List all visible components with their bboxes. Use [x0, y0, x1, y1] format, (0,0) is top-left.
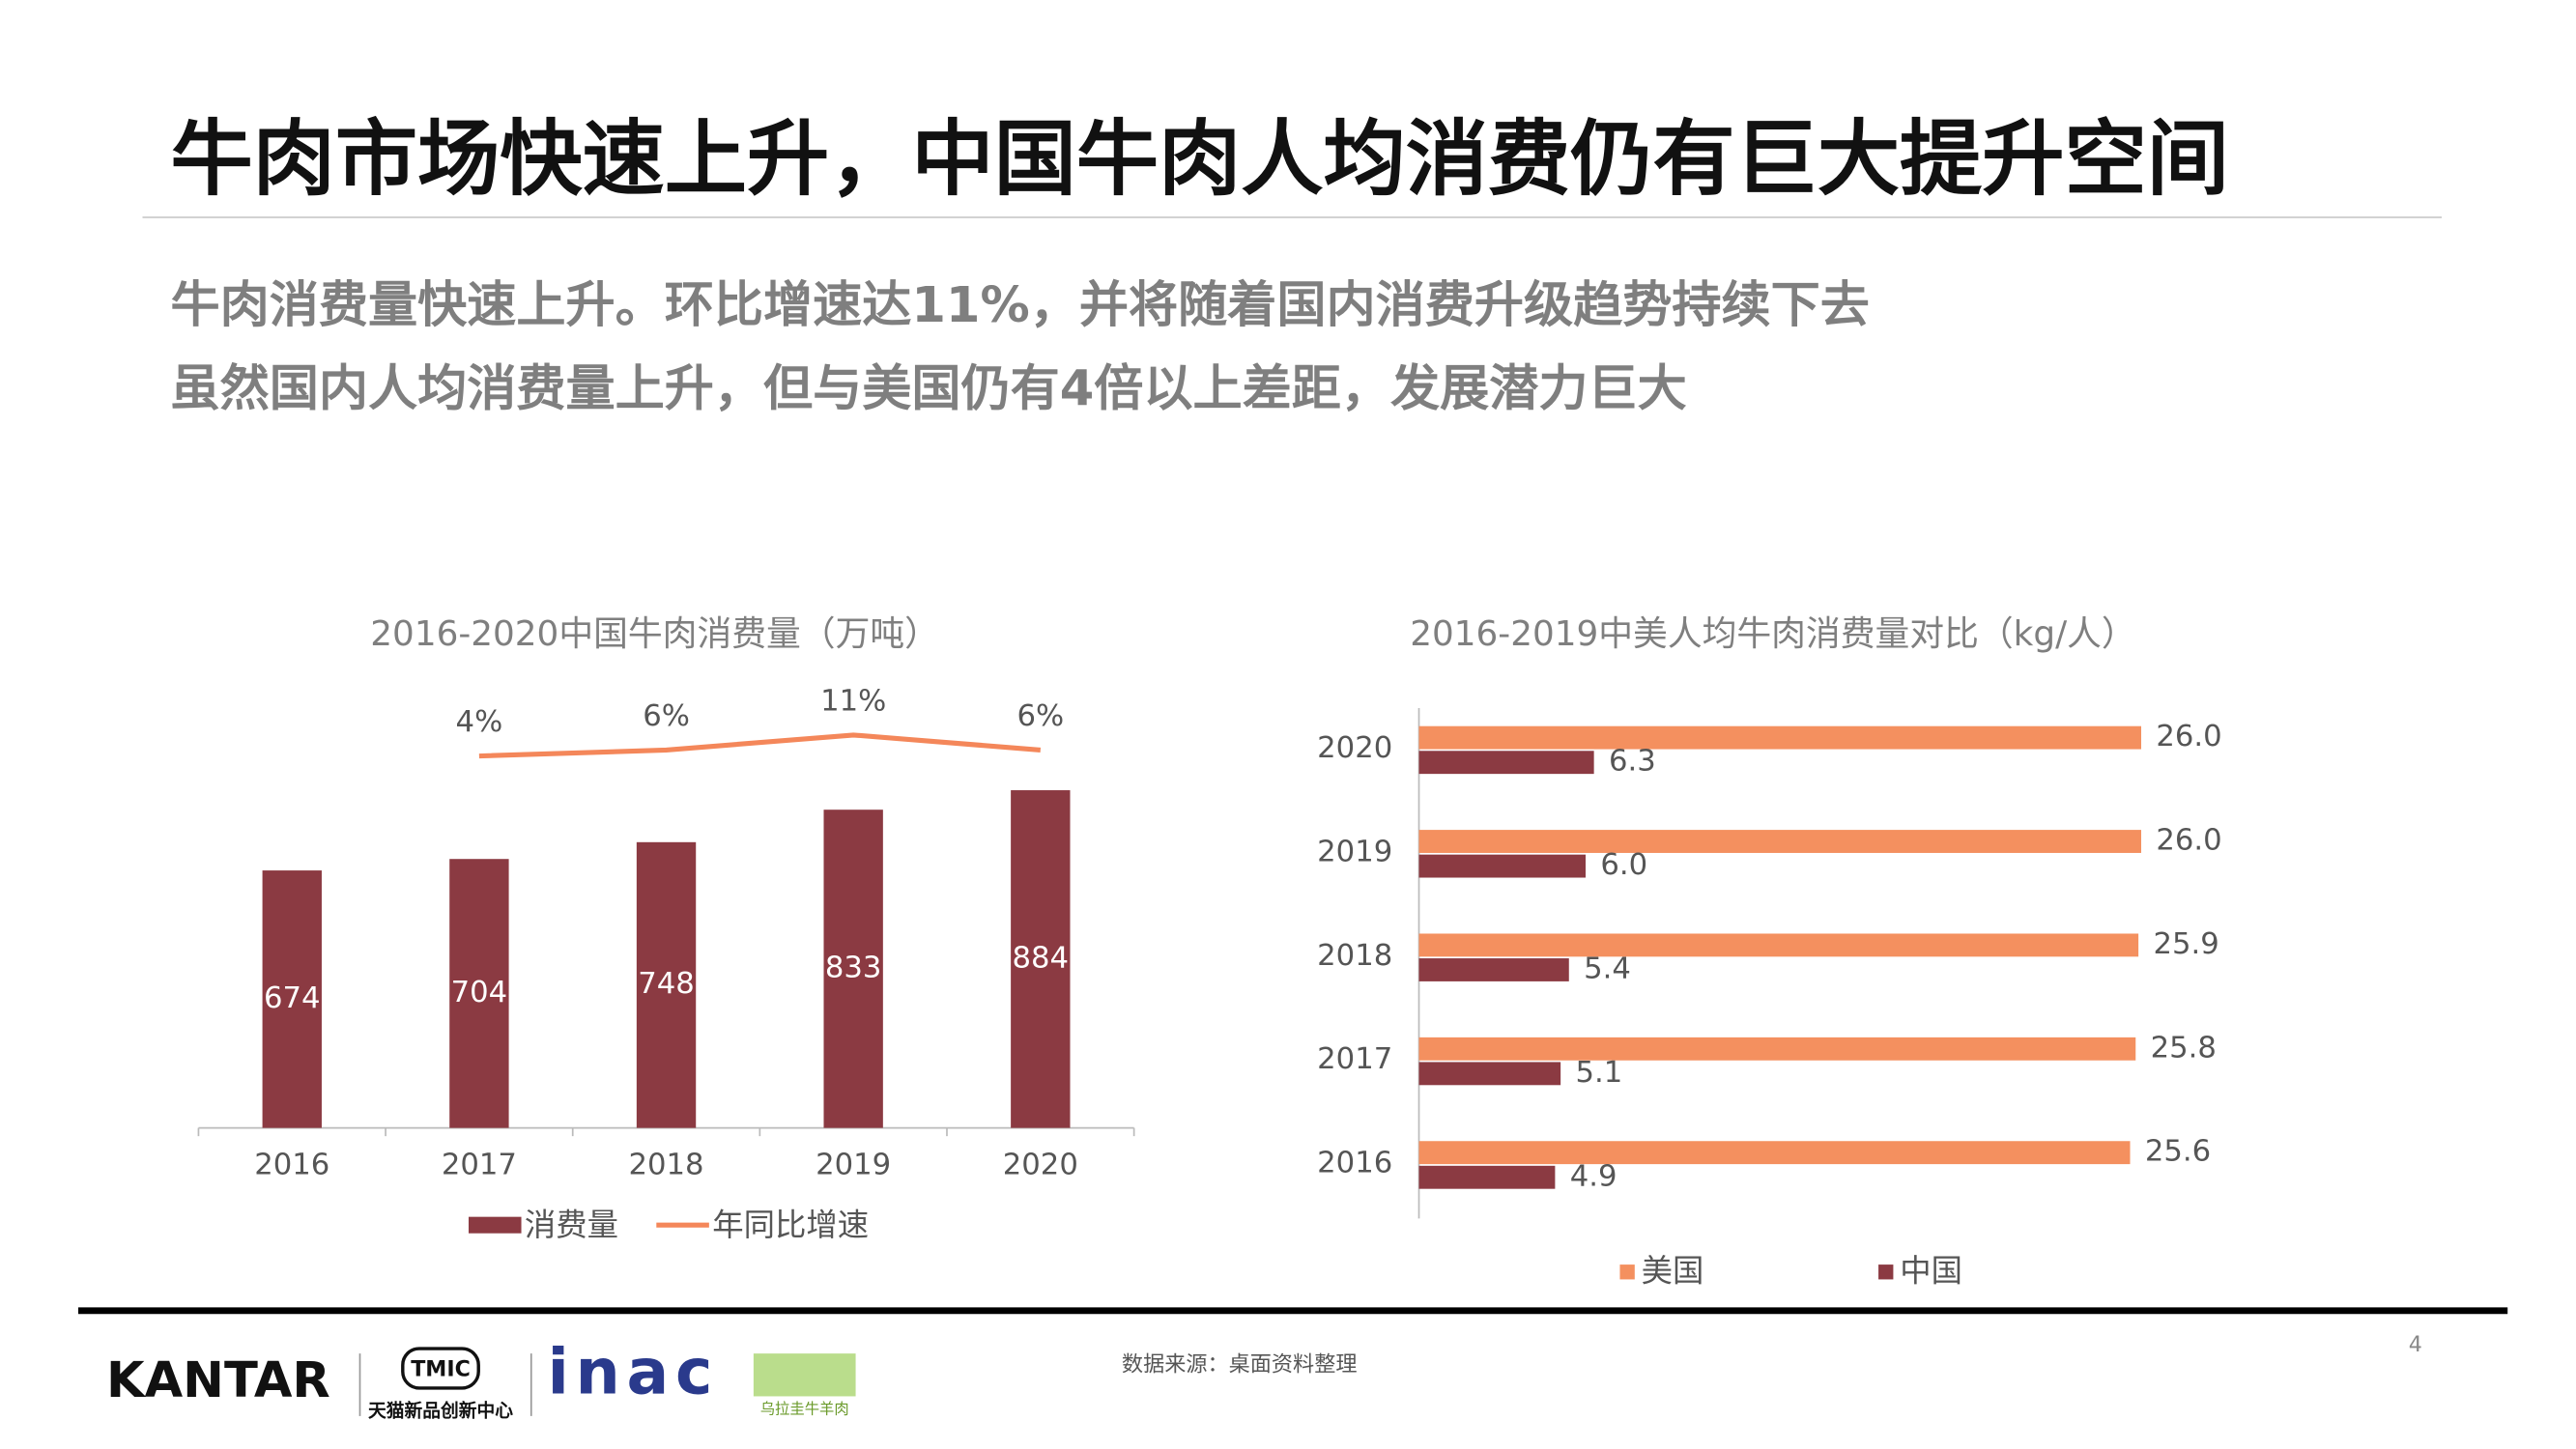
logo: 乌拉圭牛羊肉 — [760, 1401, 849, 1418]
bar — [1418, 1165, 1556, 1189]
bar — [1418, 958, 1569, 981]
chart-title: 2016-2019中美人均牛肉消费量对比（kg/人） — [1410, 614, 2135, 654]
subtitle: 牛肉消费量快速上升。环比增速达11%，并将随着国内消费升级趋势持续下去 — [170, 277, 1869, 334]
bar — [636, 841, 697, 1128]
bar — [449, 859, 509, 1128]
data-label: 26.0 — [2156, 824, 2221, 858]
y-tick-label: 2020 — [1317, 731, 1392, 765]
logo: 天猫新品创新中心 — [368, 1399, 513, 1421]
x-tick-label: 2016 — [254, 1148, 329, 1181]
data-label: 833 — [825, 951, 882, 984]
y-tick-label: 2016 — [1317, 1147, 1392, 1180]
data-label: 5.4 — [1584, 952, 1631, 985]
x-tick-label: 2020 — [1003, 1148, 1078, 1181]
data-label: 26.0 — [2156, 720, 2221, 753]
legend-label: 美国 — [1642, 1253, 1704, 1290]
logo: TMIC — [411, 1357, 471, 1382]
data-label: 748 — [638, 967, 695, 1001]
data-label: 6.0 — [1600, 848, 1647, 882]
bar — [1418, 1062, 1561, 1086]
bar — [1418, 1141, 2131, 1165]
data-label: 25.9 — [2153, 927, 2218, 961]
subtitle: 虽然国内人均消费量上升，但与美国仍有4倍以上差距，发展潜力巨大 — [170, 361, 1686, 418]
logo-frame — [401, 1347, 480, 1390]
y-tick-label: 2018 — [1317, 939, 1392, 973]
legend-label: 年同比增速 — [712, 1207, 869, 1243]
x-tick-label: 2018 — [629, 1148, 704, 1181]
bar — [1418, 933, 2139, 957]
y-tick-label: 2017 — [1317, 1042, 1392, 1076]
bar — [1418, 854, 1587, 878]
logo: inac — [548, 1337, 720, 1409]
data-label: 25.6 — [2145, 1135, 2211, 1169]
logo: KANTAR — [106, 1352, 330, 1409]
data-label: 704 — [451, 976, 508, 1009]
data-label: 5.1 — [1575, 1056, 1622, 1090]
line — [478, 732, 1042, 759]
data-label: 4.9 — [1570, 1159, 1617, 1193]
page-number: 4 — [2409, 1332, 2422, 1357]
plots: 2016 2017 2018 2019 2020 674 704 748 833 884 4% 6% 1… — [197, 684, 2222, 1290]
logo-image — [753, 1353, 856, 1397]
slide-title: 牛肉市场快速上升，中国牛肉人均消费仍有巨大提升空间 — [170, 112, 2228, 208]
bar — [1011, 790, 1071, 1128]
chart-title: 2016-2020中国牛肉消费量（万吨） — [370, 614, 939, 654]
bar — [823, 810, 883, 1128]
data-label: 674 — [264, 981, 321, 1015]
bar — [1418, 751, 1594, 775]
bar — [262, 870, 322, 1128]
x-tick-label: 2019 — [816, 1148, 891, 1181]
legend-swatch — [1878, 1264, 1894, 1280]
legend-swatch — [1619, 1264, 1635, 1280]
data-label: 6% — [1016, 699, 1064, 733]
legend-label: 中国 — [1900, 1253, 1962, 1290]
data-label: 6.3 — [1609, 745, 1656, 779]
data-label: 25.8 — [2151, 1031, 2217, 1065]
y-tick-label: 2019 — [1317, 835, 1392, 868]
data-label: 6% — [643, 699, 690, 733]
data-label: 11% — [820, 684, 886, 718]
legend-swatch — [468, 1216, 522, 1234]
x-tick-label: 2017 — [442, 1148, 517, 1181]
bar — [1418, 830, 2142, 853]
legend-label: 消费量 — [525, 1207, 618, 1243]
data-label: 4% — [456, 705, 503, 739]
bar — [1418, 725, 2142, 750]
source: 数据来源：桌面资料整理 — [1122, 1352, 1358, 1378]
bar — [1418, 1037, 2136, 1061]
data-label: 884 — [1013, 941, 1070, 975]
